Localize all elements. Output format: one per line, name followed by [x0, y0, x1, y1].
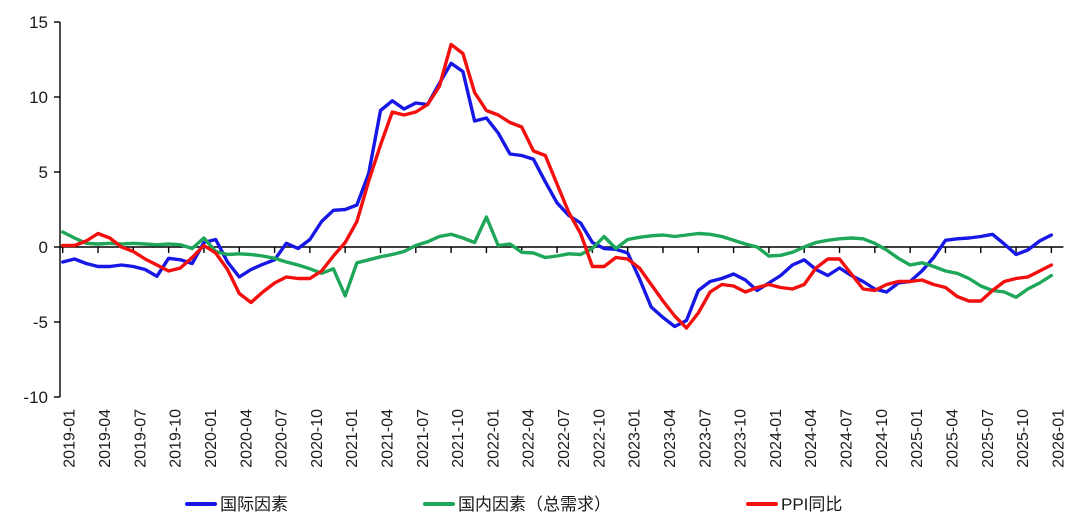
legend-label-international: 国际因素: [220, 494, 288, 514]
x-axis-tick-label: 2022-01: [485, 409, 502, 468]
x-axis-tick-label: 2019-07: [132, 409, 149, 468]
y-axis-tick-label: 15: [29, 13, 48, 32]
x-axis-tick-label: 2019-10: [168, 409, 185, 468]
legend-item-ppi: PPI同比: [746, 496, 842, 513]
y-axis-tick-label: 5: [39, 163, 48, 182]
x-axis-tick-label: 2021-07: [415, 409, 432, 468]
x-axis-tick-label: 2026-01: [1050, 409, 1067, 468]
x-axis-tick-label: 2019-04: [97, 409, 114, 468]
legend-label-ppi: PPI同比: [781, 494, 843, 514]
x-axis-tick-label: 2024-04: [803, 409, 820, 468]
y-axis-tick-label: 10: [29, 88, 48, 107]
chart-line-domestic: [61, 215, 1054, 299]
x-axis-tick-label: 2022-04: [521, 409, 538, 468]
legend-label-domestic: 国内因素（总需求）: [458, 494, 611, 514]
legend-item-domestic: 国内因素（总需求）: [423, 496, 611, 513]
y-axis-tick-label: 0: [39, 238, 48, 257]
x-axis-tick-label: 2022-10: [591, 409, 608, 468]
chart-canvas: 15 10 5 0 -5 -10 2019-01 2019-04 2019-07 2019-10 2…: [23, 13, 1067, 468]
y-axis-tick-label: -10: [23, 388, 48, 407]
x-axis-tick-label: 2020-10: [309, 409, 326, 468]
y-axis-tick-label: -5: [33, 313, 48, 332]
x-axis-tick-label: 2020-07: [274, 409, 291, 468]
x-axis-tick-label: 2024-01: [768, 409, 785, 468]
chart-line-international: [61, 61, 1054, 329]
x-axis-tick-label: 2024-10: [874, 409, 891, 468]
legend-line-swatch-international: [185, 502, 217, 506]
chart-line-ppi: [61, 42, 1054, 330]
x-axis-tick-label: 2025-10: [1015, 409, 1032, 468]
x-axis-tick-label: 2022-07: [556, 409, 573, 468]
x-axis-tick-label: 2020-01: [203, 409, 220, 468]
chart-legend: 国际因素 国内因素（总需求） PPI同比: [0, 489, 1080, 519]
x-axis-tick-label: 2019-01: [62, 409, 79, 468]
x-axis-tick-label: 2025-01: [909, 409, 926, 468]
x-axis-tick-label: 2023-04: [662, 409, 679, 468]
x-axis-tick-label: 2025-07: [980, 409, 997, 468]
x-axis-tick-label: 2023-01: [627, 409, 644, 468]
legend-item-international: 国际因素: [185, 496, 288, 513]
x-axis-tick-label: 2025-04: [944, 409, 961, 468]
x-axis-tick-label: 2021-10: [450, 409, 467, 468]
legend-line-swatch-domestic: [423, 502, 455, 506]
legend-line-swatch-ppi: [746, 502, 778, 506]
x-axis-tick-label: 2021-04: [379, 409, 396, 468]
x-axis-tick-label: 2023-10: [733, 409, 750, 468]
x-axis-tick-label: 2021-01: [344, 409, 361, 468]
x-axis-tick-label: 2023-07: [697, 409, 714, 468]
x-axis-tick-label: 2024-07: [839, 409, 856, 468]
x-axis-tick-label: 2020-04: [238, 409, 255, 468]
